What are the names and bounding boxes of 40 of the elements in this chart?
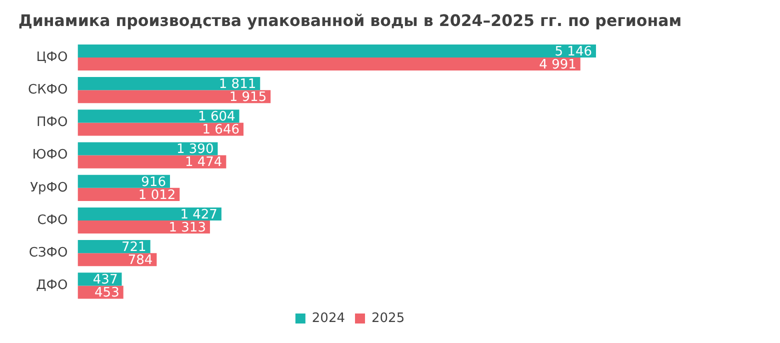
data-label: 5 146 [554, 44, 592, 60]
legend-label: 2024 [312, 310, 346, 326]
bar [78, 240, 150, 254]
data-label: 1 474 [184, 155, 222, 170]
bar [78, 220, 210, 234]
bar [78, 44, 596, 58]
y-tick-label: ЦФО [36, 50, 68, 65]
bar [78, 188, 180, 201]
bar [78, 207, 222, 220]
bar [78, 174, 170, 188]
data-label: 4 991 [539, 57, 576, 72]
bar [78, 58, 580, 71]
data-label: 1 313 [168, 220, 206, 236]
data-label: 916 [141, 174, 166, 190]
chart-title: Динамика производства упакованной воды в 2024–2025 гг. по регионам [18, 10, 682, 30]
legend-label: 2025 [372, 310, 405, 326]
data-label: 1 811 [218, 76, 256, 92]
y-tick-label: ПФО [36, 115, 68, 130]
data-label: 1 915 [229, 90, 267, 105]
data-label: 1 012 [138, 188, 176, 203]
y-tick-label: ЮФО [32, 148, 68, 163]
y-tick-label: УрФО [30, 180, 68, 196]
bar [78, 110, 240, 123]
bar [78, 155, 226, 168]
y-tick-label: СЗФО [28, 245, 68, 260]
data-label: 1 390 [176, 142, 214, 158]
data-label: 1 646 [202, 122, 240, 138]
data-label: 721 [122, 240, 146, 255]
y-tick-label: СКФО [28, 82, 68, 98]
data-label: 437 [92, 272, 118, 288]
y-tick-label: СФО [37, 212, 68, 228]
bar [78, 142, 218, 156]
bar [78, 122, 244, 136]
data-label: 453 [94, 286, 120, 301]
data-label: 1 427 [180, 207, 218, 222]
y-tick-label: ДФО [36, 278, 68, 294]
bar [78, 90, 271, 104]
data-label: 784 [128, 252, 153, 268]
data-label: 1 604 [198, 110, 236, 125]
bar [78, 77, 260, 90]
